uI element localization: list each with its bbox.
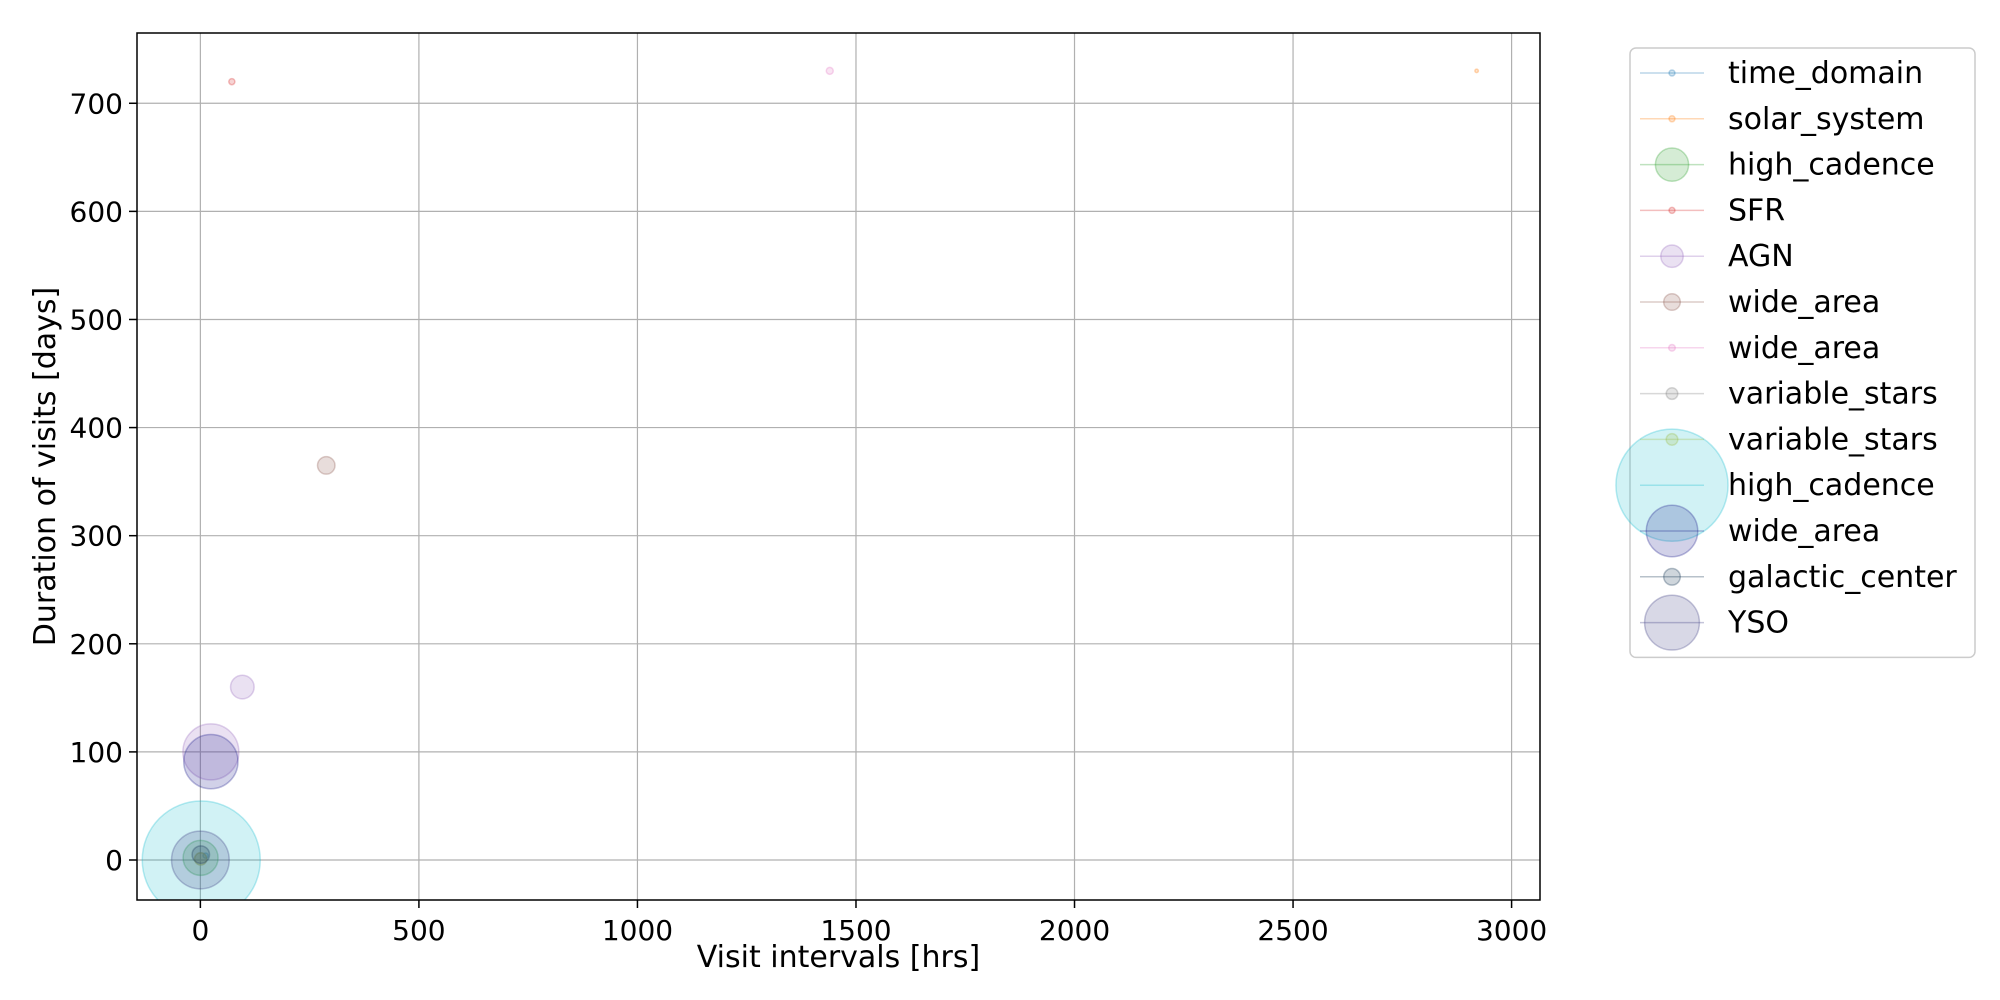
data-point bbox=[316, 455, 336, 475]
legend-marker bbox=[1654, 147, 1690, 182]
data-point bbox=[1474, 68, 1480, 74]
x-tick-label: 1500 bbox=[820, 914, 891, 947]
y-tick-label: 600 bbox=[70, 195, 123, 228]
data-point bbox=[825, 66, 835, 76]
data-point bbox=[141, 800, 261, 900]
legend-label: time_domain bbox=[1728, 56, 1923, 91]
legend-marker bbox=[1662, 567, 1682, 586]
data-point bbox=[193, 852, 208, 866]
y-tick-label: 500 bbox=[70, 303, 123, 336]
legend-marker bbox=[1643, 594, 1701, 651]
x-tick-label: 500 bbox=[392, 914, 445, 947]
legend-label: variable_stars bbox=[1728, 422, 1938, 457]
data-point bbox=[229, 674, 255, 700]
legend-frame bbox=[1629, 47, 1976, 659]
y-tick-label: 700 bbox=[70, 87, 123, 120]
legend-marker bbox=[1645, 504, 1699, 558]
legend-marker bbox=[1668, 115, 1676, 123]
legend-entries: time_domain solar_system high_cadence SFR AG… bbox=[1615, 56, 1957, 651]
legend-label: high_cadence bbox=[1728, 148, 1935, 183]
x-tick-label: 1000 bbox=[602, 914, 673, 947]
legend-marker bbox=[1665, 387, 1679, 401]
y-tick-label: 400 bbox=[70, 412, 123, 445]
legend-marker bbox=[1615, 428, 1729, 543]
y-tick-label: 100 bbox=[70, 736, 123, 769]
data-point bbox=[183, 733, 239, 790]
legend-label: solar_system bbox=[1728, 102, 1925, 137]
x-tick-label: 2500 bbox=[1257, 914, 1328, 947]
legend-label: AGN bbox=[1728, 239, 1794, 274]
axis-ticks: 0 500 1000 1500 2000 2500 3000 0 100 200 300 400 500… bbox=[70, 87, 1548, 947]
data-point bbox=[202, 852, 209, 860]
data-point bbox=[182, 723, 240, 781]
y-axis-label: Duration of visits [days] bbox=[28, 287, 63, 647]
plot-frame bbox=[136, 32, 1541, 901]
legend-label: wide_area bbox=[1728, 331, 1880, 366]
legend-marker bbox=[1665, 432, 1679, 446]
x-tick-label: 2000 bbox=[1039, 914, 1110, 947]
legend-marker bbox=[1660, 244, 1684, 269]
legend-label: galactic_center bbox=[1728, 560, 1957, 595]
y-tick-label: 300 bbox=[70, 520, 123, 553]
legend-label: wide_area bbox=[1728, 285, 1880, 320]
data-point bbox=[191, 845, 211, 865]
x-axis-label: Visit intervals [hrs] bbox=[697, 940, 980, 975]
legend-label: SFR bbox=[1728, 193, 1785, 228]
legend-label: YSO bbox=[1727, 606, 1789, 641]
legend-marker bbox=[1667, 343, 1677, 352]
data-markers bbox=[141, 66, 1480, 900]
legend-marker bbox=[1668, 206, 1676, 215]
y-tick-label: 200 bbox=[70, 628, 123, 661]
data-point bbox=[228, 77, 236, 86]
grid-lines bbox=[137, 33, 1540, 900]
data-point bbox=[170, 830, 230, 890]
legend-label: high_cadence bbox=[1728, 468, 1935, 503]
legend-marker bbox=[1668, 69, 1676, 77]
data-point bbox=[193, 852, 208, 866]
data-point bbox=[182, 839, 219, 877]
x-tick-label: 3000 bbox=[1476, 914, 1547, 947]
legend-label: variable_stars bbox=[1728, 377, 1938, 412]
legend: time_domain solar_system high_cadence SFR AG… bbox=[1615, 47, 1976, 659]
legend-label: wide_area bbox=[1728, 514, 1880, 549]
y-tick-label: 0 bbox=[105, 844, 123, 877]
legend-marker bbox=[1662, 292, 1682, 312]
x-tick-label: 0 bbox=[191, 914, 209, 947]
